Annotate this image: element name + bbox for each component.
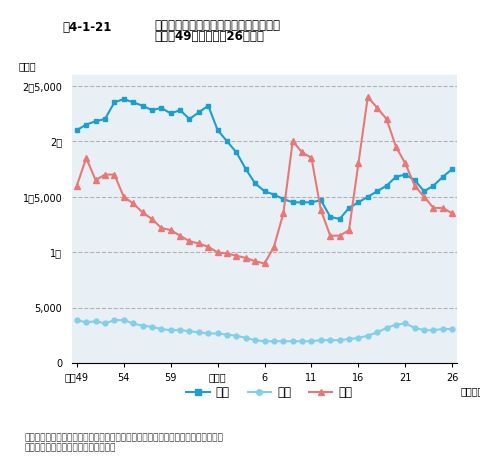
Text: （件）: （件） xyxy=(18,62,36,72)
Text: 騒音・振動・悪臭に係る苦情件数の推移: 騒音・振動・悪臭に係る苦情件数の推移 xyxy=(154,19,279,32)
Text: 図4-1-21: 図4-1-21 xyxy=(62,21,112,34)
Text: （昭和49年度〜平成26年度）: （昭和49年度〜平成26年度） xyxy=(154,30,263,43)
Legend: 騒音, 振動, 悪臭: 騒音, 振動, 悪臭 xyxy=(181,382,356,404)
Text: （年度）: （年度） xyxy=(460,387,480,397)
Text: 資料：環境省「騒音規制法施行状況調査」、「振動規制法施行状況調査」、「悪臭
　　　防止法施行状況調査」より作成: 資料：環境省「騒音規制法施行状況調査」、「振動規制法施行状況調査」、「悪臭 防止… xyxy=(24,433,222,453)
